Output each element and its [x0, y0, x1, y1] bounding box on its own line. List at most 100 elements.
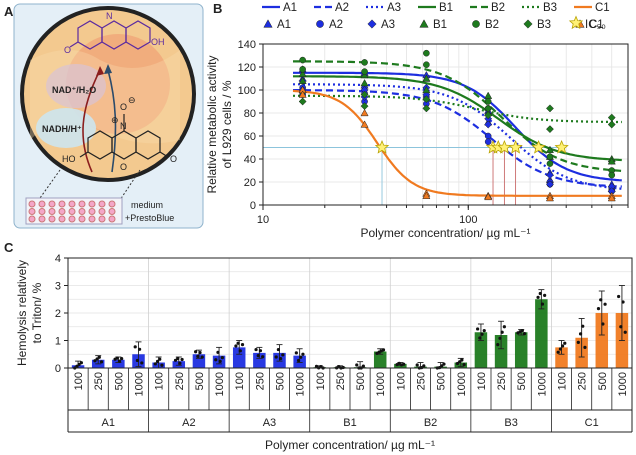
data-point-b2: [423, 49, 430, 57]
fit-curve-b1: [293, 75, 622, 162]
panel-a-label: A: [4, 4, 14, 19]
replicate-dot: [299, 355, 303, 359]
replicate-dot: [281, 353, 285, 357]
replicate-dot: [95, 357, 99, 361]
data-point-b1: [360, 78, 369, 87]
replicate-dot: [214, 358, 218, 362]
well: [88, 215, 96, 223]
replicate-dot: [115, 356, 119, 360]
replicate-dot: [462, 362, 466, 367]
replicate-dot: [133, 345, 137, 349]
group-label-b3: B3: [504, 417, 517, 429]
replicate-dot: [97, 355, 101, 359]
replicate-dot: [240, 343, 245, 347]
well: [48, 215, 56, 223]
data-point-b2: [546, 153, 554, 161]
replicate-dot: [442, 362, 446, 366]
replicate-dot: [153, 362, 157, 366]
data-point-b2: [484, 98, 492, 105]
panel-b-x-axis-title: Polymer concentration/ µg mL⁻¹: [361, 226, 531, 240]
y-tick-label: 20: [244, 177, 256, 189]
bar-b3-100: [474, 332, 488, 368]
concentration-label: 500: [355, 372, 367, 390]
legend-line-label-b3: B3: [543, 2, 557, 14]
resazurin-ring-o: O: [120, 162, 127, 172]
replicate-dot: [596, 307, 601, 311]
well: [108, 200, 116, 208]
panel-b-ticks: 0 20 40 60 80 100 120 140 10 100: [238, 39, 629, 226]
replicate-dot: [619, 325, 623, 329]
data-point-c1: [545, 193, 554, 202]
replicate-dot: [77, 362, 81, 367]
well: [28, 200, 36, 208]
x-tick-label: 10: [257, 214, 269, 226]
y-tick-label: 4: [55, 253, 61, 265]
concentration-label: 100: [315, 372, 327, 390]
concentration-label: 500: [194, 372, 206, 390]
y-tick-label: 3: [55, 281, 61, 293]
well: [68, 200, 76, 208]
data-point-b1: [422, 74, 431, 82]
replicate-dot: [279, 357, 283, 361]
panel-c-ticks: 0 1 2 3 4: [55, 253, 68, 375]
replicate-dot: [440, 364, 444, 368]
data-point-c1: [484, 192, 493, 201]
well: [98, 215, 106, 223]
group-label-a3: A3: [263, 417, 276, 429]
concentration-label: 250: [335, 372, 347, 390]
data-point-a2: [484, 132, 492, 140]
y-tick-label: 80: [244, 108, 256, 120]
well: [98, 208, 106, 215]
data-point-a2: [484, 138, 492, 146]
concentration-label: 250: [174, 372, 186, 390]
replicate-dot: [117, 359, 122, 363]
concentration-label: 100: [234, 372, 246, 390]
data-point-b1: [422, 85, 431, 94]
resorufin-o-label: O: [64, 45, 71, 55]
well: [88, 200, 96, 208]
replicate-dot: [296, 358, 301, 363]
nad-label: NAD⁺/H₂O: [52, 85, 96, 95]
bar-b3-500: [514, 332, 528, 368]
panel-b-fit-curves: [292, 60, 622, 197]
well: [108, 208, 116, 215]
replicate-dot: [500, 330, 504, 334]
legend-line-label-b1: B1: [439, 2, 453, 14]
replicate-dot: [294, 351, 298, 355]
y-tick-label: 40: [244, 154, 256, 166]
well: [58, 208, 66, 215]
concentration-label: 100: [73, 372, 85, 390]
panel-c-x-axis-title: Polymer concentration/ µg mL⁻¹: [265, 438, 435, 452]
zoom-line-left: [29, 169, 61, 213]
replicate-dot: [482, 329, 486, 333]
well: [78, 215, 86, 223]
panel-b-y-axis-title-line2: of L929 cells / %: [220, 80, 234, 168]
replicate-dot: [176, 357, 180, 361]
legend-ic50-star: [568, 15, 584, 30]
replicate-dot: [415, 363, 419, 367]
replicate-dot: [75, 364, 79, 368]
uptake-arrow: [107, 69, 117, 173]
data-point-a3: [546, 180, 554, 189]
resazurin-ho-label: HO: [62, 154, 76, 164]
replicate-dot: [402, 362, 406, 366]
y-tick-label: 0: [250, 200, 256, 212]
replicate-dot: [502, 325, 506, 329]
replicate-dot: [496, 343, 500, 347]
replicate-dot: [422, 364, 426, 368]
legend-marker-b3: [523, 19, 533, 29]
replicate-dot: [254, 347, 258, 352]
x-tick-label: 100: [459, 214, 477, 226]
well: [78, 208, 86, 215]
panel-b-axes-frame: [262, 43, 629, 206]
panel-c-y-axis-title-line1: Hemolysis relatively: [15, 260, 29, 366]
ic50-star-a1: [531, 139, 546, 154]
replicate-dot: [355, 363, 359, 367]
replicate-dot: [93, 359, 97, 363]
resazurin-plus-sign: ⊕: [111, 115, 119, 125]
fit-curve-b3: [293, 94, 622, 124]
concentration-label: 100: [557, 372, 569, 390]
data-point-a3: [546, 171, 554, 180]
bar-a1-500: [112, 359, 125, 368]
